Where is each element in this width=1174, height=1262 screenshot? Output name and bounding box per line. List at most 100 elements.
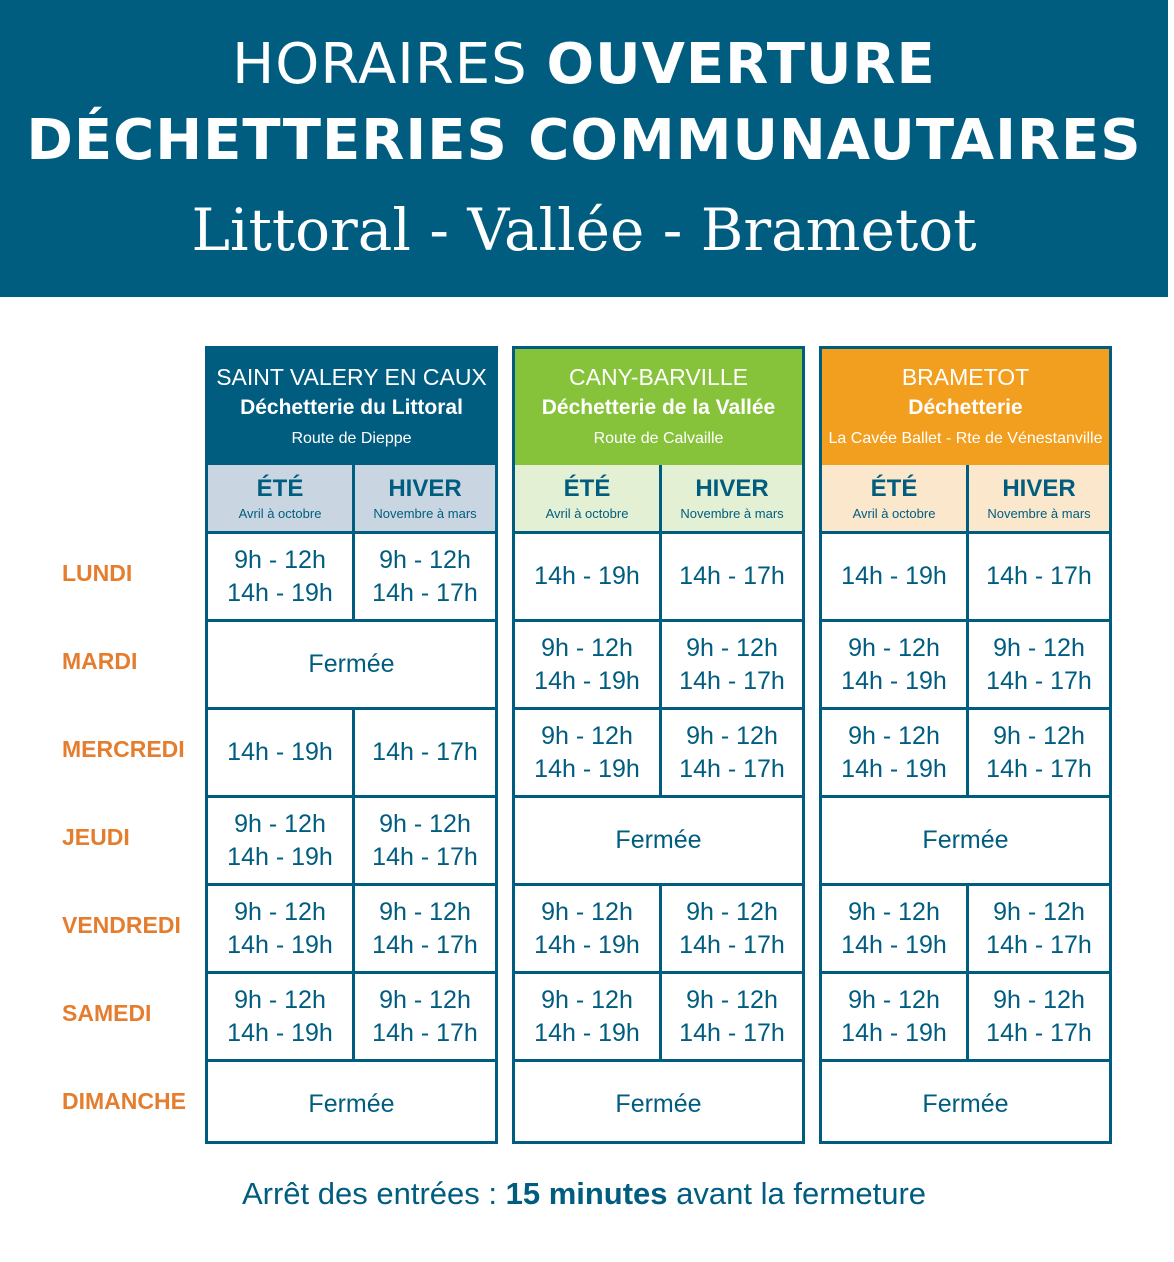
hours-range: 9h - 12h	[686, 633, 778, 662]
season-months: Avril à octobre	[238, 506, 322, 521]
footer-before: Arrêt des entrées :	[241, 1176, 506, 1211]
closed-cell: Fermée	[208, 1062, 495, 1147]
row-divider	[208, 707, 495, 710]
title-bold: OUVERTURE	[546, 32, 936, 97]
hours-range: 14h - 17h	[679, 562, 785, 590]
hours-cell: 14h - 19h	[208, 710, 355, 795]
hours-range: 9h - 12h	[993, 985, 1085, 1014]
row-divider	[822, 707, 1109, 710]
hours-range: 14h - 19h	[534, 930, 640, 959]
hours-cell: 9h - 12h 14h - 19h	[208, 798, 355, 883]
hours-range: 9h - 12h	[848, 985, 940, 1014]
site-address: Route de Calvaille	[593, 430, 724, 447]
hours-cell: 9h - 12h 14h - 17h	[969, 974, 1109, 1059]
hours-range: 9h - 12h	[234, 897, 326, 926]
hours-range: 14h - 19h	[534, 754, 640, 783]
hours-range: 14h - 17h	[679, 754, 785, 783]
hours-cell: 9h - 12h 14h - 19h	[822, 710, 969, 795]
hours-cell: 9h - 12h 14h - 17h	[662, 974, 802, 1059]
site-subtitle: Déchetterie du Littoral	[240, 396, 463, 419]
closed-label: Fermée	[308, 650, 395, 678]
day-label-4: VENDREDI	[62, 912, 181, 938]
season-title: ÉTÉ	[870, 475, 918, 502]
hours-range: 9h - 12h	[848, 897, 940, 926]
hours-range: 14h - 17h	[986, 930, 1092, 959]
hours-range: 14h - 17h	[372, 738, 478, 766]
footer-note: Arrêt des entrées : 15 minutes avant la …	[0, 1174, 1168, 1214]
hours-cell: 9h - 12h 14h - 19h	[822, 886, 969, 971]
site-name: CANY-BARVILLE	[569, 364, 748, 390]
row-divider	[208, 1059, 495, 1062]
hours-range: 9h - 12h	[541, 985, 633, 1014]
season-winter: HIVER Novembre à mars	[969, 465, 1109, 531]
row-divider	[515, 795, 802, 798]
site-name: SAINT VALERY EN CAUX	[216, 364, 487, 390]
hours-cell: 9h - 12h 14h - 17h	[662, 710, 802, 795]
hours-range: 14h - 19h	[841, 1018, 947, 1047]
hours-range: 14h - 19h	[841, 562, 947, 590]
season-months: Novembre à mars	[680, 506, 784, 521]
season-title: HIVER	[1002, 475, 1076, 502]
row-divider	[515, 1059, 802, 1062]
footer-bold: 15 minutes	[505, 1176, 668, 1211]
hours-cell: 9h - 12h 14h - 17h	[662, 886, 802, 971]
site-address: Route de Dieppe	[291, 430, 412, 447]
closed-label: Fermée	[922, 1090, 1009, 1118]
row-divider	[208, 971, 495, 974]
row-divider	[822, 619, 1109, 622]
site-header: SAINT VALERY EN CAUX Déchetterie du Litto…	[208, 349, 495, 465]
hours-cell: 9h - 12h 14h - 19h	[822, 974, 969, 1059]
season-months: Novembre à mars	[373, 506, 477, 521]
hours-cell: 9h - 12h 14h - 17h	[662, 622, 802, 707]
row-divider	[208, 619, 495, 622]
hours-range: 14h - 19h	[534, 1018, 640, 1047]
hours-range: 9h - 12h	[541, 633, 633, 662]
season-title: HIVER	[695, 475, 769, 502]
day-label-1: MARDI	[62, 648, 138, 674]
hours-range: 9h - 12h	[234, 985, 326, 1014]
hours-range: 9h - 12h	[379, 545, 471, 574]
hours-cell: 9h - 12h 14h - 17h	[355, 534, 495, 619]
hours-range: 9h - 12h	[379, 985, 471, 1014]
closed-label: Fermée	[615, 826, 702, 854]
hours-range: 14h - 19h	[841, 666, 947, 695]
row-divider	[515, 707, 802, 710]
hours-cell: 9h - 12h 14h - 17h	[969, 886, 1109, 971]
site-column-1: CANY-BARVILLE Déchetterie de la Vallée Rou…	[512, 346, 805, 1144]
site-name: BRAMETOT	[901, 364, 1030, 390]
row-divider	[208, 795, 495, 798]
hours-cell: 9h - 12h 14h - 19h	[515, 710, 662, 795]
hours-cell: 14h - 17h	[969, 534, 1109, 619]
hours-range: 14h - 19h	[227, 738, 333, 766]
closed-cell: Fermée	[822, 798, 1109, 883]
hours-range: 9h - 12h	[993, 897, 1085, 926]
row-divider	[515, 883, 802, 886]
season-title: HIVER	[388, 475, 462, 502]
hours-range: 9h - 12h	[379, 809, 471, 838]
closed-label: Fermée	[615, 1090, 702, 1118]
closed-cell: Fermée	[822, 1062, 1109, 1147]
row-divider	[208, 531, 495, 534]
season-summer: ÉTÉ Avril à octobre	[822, 465, 969, 531]
closed-cell: Fermée	[515, 798, 802, 883]
hours-range: 14h - 19h	[227, 578, 333, 607]
day-label-5: SAMEDI	[62, 1000, 152, 1026]
season-summer: ÉTÉ Avril à octobre	[515, 465, 662, 531]
hours-range: 14h - 19h	[841, 930, 947, 959]
hours-range: 9h - 12h	[379, 897, 471, 926]
day-label-3: JEUDI	[62, 824, 130, 850]
hours-cell: 14h - 19h	[515, 534, 662, 619]
hours-cell: 9h - 12h 14h - 19h	[208, 886, 355, 971]
footer-after: avant la fermeture	[667, 1176, 927, 1211]
hours-cell: 14h - 19h	[822, 534, 969, 619]
season-months: Novembre à mars	[987, 506, 1091, 521]
site-header: CANY-BARVILLE Déchetterie de la Vallée Rou…	[515, 349, 802, 465]
hours-range: 14h - 17h	[372, 578, 478, 607]
hours-range: 14h - 19h	[841, 754, 947, 783]
hours-cell: 9h - 12h 14h - 19h	[208, 534, 355, 619]
hours-range: 9h - 12h	[686, 985, 778, 1014]
hours-range: 14h - 17h	[372, 1018, 478, 1047]
closed-cell: Fermée	[208, 622, 495, 707]
hours-cell: 9h - 12h 14h - 17h	[355, 886, 495, 971]
hours-cell: 9h - 12h 14h - 19h	[515, 974, 662, 1059]
